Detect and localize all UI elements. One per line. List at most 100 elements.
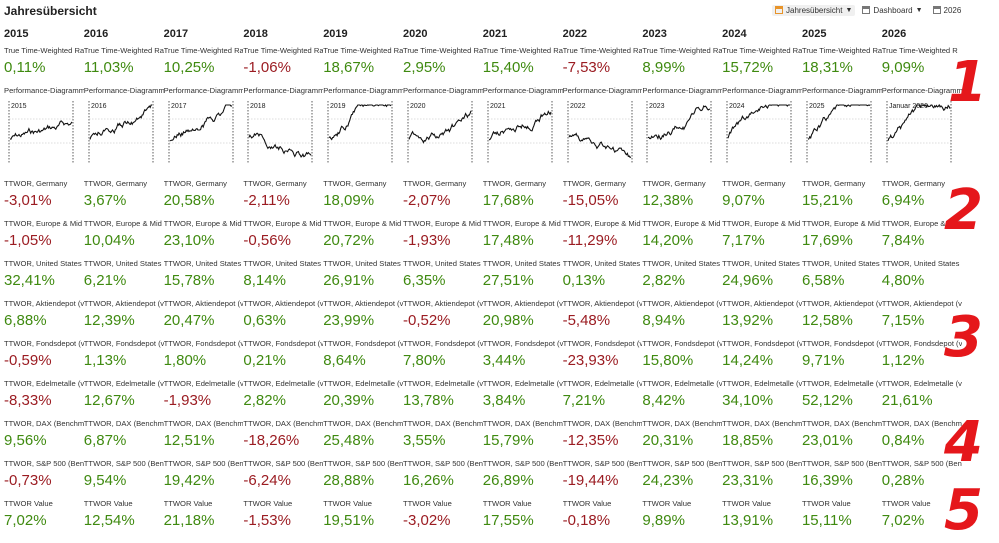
metric-label: TTWOR, Edelmetalle (v — [83, 379, 164, 388]
metric-label: TTWOR, Germany — [482, 179, 547, 188]
performance-line — [727, 104, 791, 139]
metric-label: TTWOR, Germany — [323, 179, 387, 188]
year-header: 2024 — [722, 28, 747, 40]
performance-chart[interactable]: 2016 — [84, 99, 158, 165]
metric-label: TTWOR, DAX (Benchm — [323, 419, 403, 428]
metric-value: 27,51% — [482, 272, 534, 289]
metric-value: 7,21% — [562, 392, 606, 409]
dropdown-dashboard[interactable]: Dashboard ▼ — [859, 5, 925, 16]
metric-value: 23,99% — [323, 312, 375, 329]
performance-chart[interactable]: 2019 — [323, 99, 397, 165]
metric-label: TTWOR Value — [243, 499, 293, 508]
metric-label: TTWOR, Edelmetalle (v — [243, 379, 324, 388]
metric-label: TTWOR, Europe & Mid — [243, 219, 322, 228]
dropdown-label: Dashboard — [873, 5, 913, 15]
metric-value: 0,13% — [562, 272, 606, 289]
twr-value: 18,67% — [323, 59, 375, 76]
metric-label: TTWOR, United States — [801, 259, 880, 268]
metric-label: TTWOR Value — [482, 499, 532, 508]
metric-label: TTWOR, Edelmetalle (v — [881, 379, 962, 388]
metric-label: TTWOR Value — [881, 499, 931, 508]
sparkline-svg: 2025 — [806, 101, 872, 163]
twr-value: 15,40% — [482, 59, 534, 76]
metric-value: 13,92% — [722, 312, 774, 329]
metric-label: TTWOR, Edelmetalle (v — [4, 379, 84, 388]
year-header: 2023 — [642, 28, 667, 40]
metric-label: TTWOR Value — [83, 499, 133, 508]
twr-value: 9,09% — [881, 59, 925, 76]
metric-label: TTWOR, Aktiendepot (v — [482, 299, 563, 308]
metric-value: 15,79% — [482, 432, 534, 449]
metric-value: 18,09% — [323, 192, 375, 209]
performance-line — [807, 104, 871, 140]
metric-label: TTWOR, United States — [163, 259, 242, 268]
metric-label: TTWOR, Edelmetalle (v — [801, 379, 882, 388]
metric-label: TTWOR, S&P 500 (Benc — [642, 459, 723, 468]
year-column: 2015 True Time-Weighted Ra 0,11% Performanc… — [4, 27, 84, 537]
metric-value: -2,07% — [402, 192, 451, 209]
performance-line — [568, 132, 631, 159]
performance-chart[interactable]: 2025 — [802, 99, 876, 165]
twr-label: True Time-Weighted Ra — [243, 46, 324, 55]
metric-label: TTWOR, S&P 500 (Benc — [323, 459, 403, 468]
performance-chart[interactable]: 2022 — [563, 99, 637, 165]
year-header: 2016 — [83, 28, 109, 40]
year-header: 2018 — [243, 28, 268, 40]
metric-value: 12,58% — [801, 312, 853, 329]
metric-value: -1,05% — [4, 232, 52, 249]
metric-label: TTWOR, DAX (Benchm — [722, 419, 802, 428]
performance-chart[interactable]: 2017 — [164, 99, 238, 165]
performance-chart[interactable]: Januar 2026 — [882, 99, 956, 165]
performance-chart[interactable]: 2020 — [403, 99, 477, 165]
metric-label: TTWOR, Europe & Mid — [801, 219, 881, 228]
metric-label: TTWOR, United States — [562, 259, 641, 268]
metric-value: 26,89% — [482, 472, 534, 489]
metric-value: 8,64% — [323, 352, 366, 369]
metric-label: TTWOR, S&P 500 (Benc — [562, 459, 643, 468]
metric-label: TTWOR, Fondsdepot (v — [801, 339, 882, 348]
metric-value: -1,93% — [163, 392, 212, 409]
metric-label: TTWOR, Aktiendepot (v — [402, 299, 483, 308]
metric-label: TTWOR, S&P 500 (Benc — [163, 459, 244, 468]
sparkline-svg: 2016 — [88, 101, 154, 163]
dropdown-label: Jahresübersicht — [786, 5, 843, 15]
chart-year-tag: 2017 — [171, 103, 187, 110]
metric-label: TTWOR, Europe & Mid — [722, 219, 801, 228]
metric-label: TTWOR, Europe & Mid — [402, 219, 482, 228]
metric-label: TTWOR, Germany — [243, 179, 307, 188]
metric-value: -19,44% — [562, 472, 619, 489]
annotation-number: 1 — [948, 50, 987, 115]
performance-chart[interactable]: 2023 — [642, 99, 716, 165]
metric-label: TTWOR, DAX (Benchm — [562, 419, 643, 428]
performance-chart[interactable]: 2024 — [722, 99, 796, 165]
metric-value: 3,67% — [83, 192, 127, 209]
metric-value: 20,98% — [482, 312, 534, 329]
performance-chart[interactable]: 2018 — [243, 99, 317, 165]
metric-value: 7,17% — [722, 232, 765, 249]
metric-value: -1,53% — [243, 512, 291, 529]
performance-chart[interactable]: 2021 — [483, 99, 557, 165]
chart-label: Performance-Diagramm — [243, 86, 324, 95]
dropdown-jahresuebersicht[interactable]: Jahresübersicht ▼ — [772, 4, 856, 16]
metric-label: TTWOR, Europe & Mid — [83, 219, 162, 228]
metric-label: TTWOR, Germany — [562, 179, 626, 188]
year-selector[interactable]: 2026 — [930, 5, 965, 16]
twr-label: True Time-Weighted Ra — [402, 46, 483, 55]
year-column: 2019 True Time-Weighted Ra 18,67% Performan… — [323, 27, 403, 537]
year-header: 2026 — [881, 28, 907, 40]
metric-value: -23,93% — [562, 352, 619, 369]
twr-value: 15,72% — [722, 59, 774, 76]
metric-value: -0,73% — [4, 472, 52, 489]
metric-value: 0,84% — [881, 432, 925, 449]
metric-value: 15,80% — [642, 352, 694, 369]
metric-value: 1,13% — [83, 352, 127, 369]
metric-label: TTWOR, Edelmetalle (v — [323, 379, 403, 388]
chart-label: Performance-Diagramm — [722, 86, 802, 95]
metric-value: 6,88% — [4, 312, 47, 329]
metric-value: 15,78% — [163, 272, 215, 289]
year-column: 2024 True Time-Weighted Ra 15,72% Performan… — [722, 27, 802, 537]
performance-line — [9, 120, 73, 140]
twr-label: True Time-Weighted Ra — [642, 46, 723, 55]
performance-line — [169, 104, 232, 142]
performance-chart[interactable]: 2015 — [4, 99, 78, 165]
